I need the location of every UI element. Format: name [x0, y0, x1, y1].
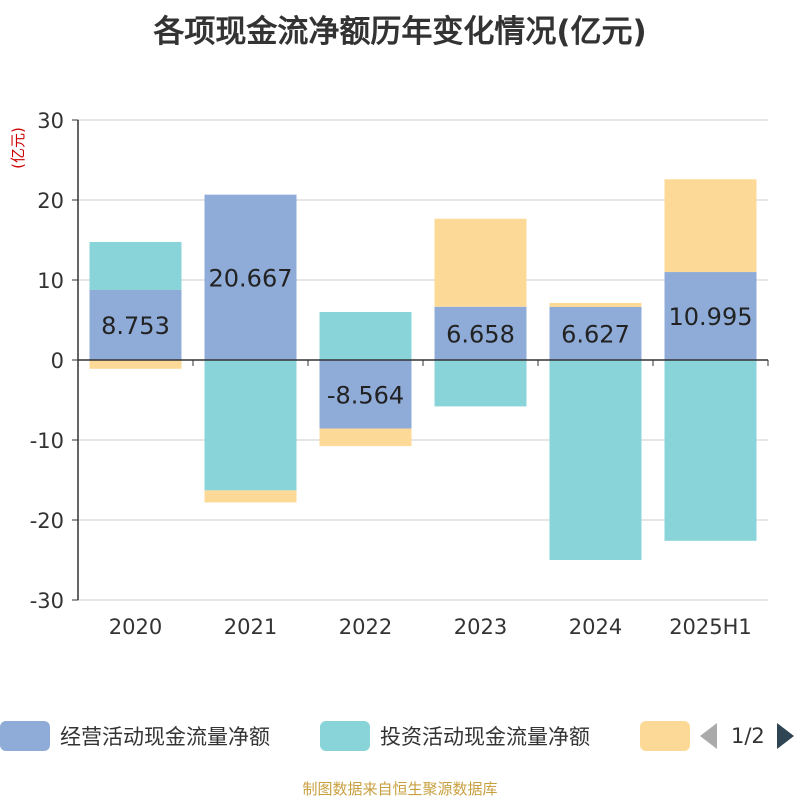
- data-label: 10.995: [669, 303, 753, 331]
- data-labels: 8.753 20.667 -8.564 6.658 6.627 10.995: [101, 264, 752, 409]
- bars: [89, 179, 757, 560]
- y-tick-label: -30: [30, 589, 64, 613]
- y-tick-label: -10: [30, 429, 64, 453]
- legend-item[interactable]: [640, 716, 690, 756]
- x-tick-label: 2025H1: [669, 615, 752, 639]
- y-tick-label: 30: [37, 109, 64, 133]
- axes: 30 20 10 0 -10 -20 -30 (亿元) 2020 2021 2022 2023 2024…: [9, 109, 769, 639]
- legend-swatch: [640, 721, 690, 751]
- legend-swatch: [0, 721, 50, 751]
- bar-segment: [434, 218, 527, 307]
- x-tick-label: 2022: [339, 615, 392, 639]
- chart-title: 各项现金流净额历年变化情况(亿元): [153, 14, 647, 50]
- grid-lines: [78, 119, 768, 601]
- y-tick-label: -20: [30, 509, 64, 533]
- bar-segment: [319, 360, 412, 429]
- bar-segment: [204, 360, 297, 491]
- bar-segment: [549, 360, 642, 560]
- pager-prev-icon[interactable]: [700, 723, 717, 749]
- bar-segment: [89, 360, 182, 369]
- bar-segment: [434, 360, 527, 407]
- y-tick-label: 10: [37, 269, 64, 293]
- pager-next-icon[interactable]: [776, 723, 794, 749]
- bar-segment: [664, 272, 757, 360]
- legend-label: 投资活动现金流量净额: [380, 725, 590, 749]
- bar-segment: [549, 302, 642, 307]
- x-tick-label: 2021: [224, 615, 277, 639]
- x-tick-label: 2020: [109, 615, 162, 639]
- data-label: -8.564: [327, 381, 404, 409]
- y-tick-label: 0: [51, 349, 64, 373]
- legend-item[interactable]: 投资活动现金流量净额: [320, 716, 590, 756]
- bar-segment: [319, 428, 412, 447]
- bar-segment: [89, 241, 182, 290]
- bar-segment: [434, 306, 527, 360]
- bar-segment: [204, 194, 297, 360]
- x-tick-label: 2024: [569, 615, 622, 639]
- data-label: 20.667: [209, 264, 293, 292]
- bar-segment: [204, 490, 297, 503]
- legend: 1/2 经营活动现金流量净额 投资活动现金流量净额: [0, 716, 800, 756]
- pager-text: 1/2: [731, 724, 765, 748]
- bar-segment: [664, 179, 757, 273]
- bar-segment: [664, 360, 757, 541]
- bar-segment: [319, 312, 412, 360]
- data-label: 6.658: [446, 320, 515, 348]
- source-note: 制图数据来自恒生聚源数据库: [302, 780, 498, 798]
- bar-chart: 30 20 10 0 -10 -20 -30 (亿元) 2020 2021 2022 2023 2024…: [9, 109, 769, 639]
- y-tick-label: 20: [37, 189, 64, 213]
- bar-segment: [89, 289, 182, 360]
- legend-label: 经营活动现金流量净额: [60, 725, 270, 749]
- data-label: 6.627: [561, 320, 630, 348]
- bar-segment: [549, 306, 642, 360]
- y-axis-label: (亿元): [9, 127, 27, 169]
- data-label: 8.753: [101, 312, 170, 340]
- legend-pager: 1/2: [700, 716, 794, 756]
- x-tick-label: 2023: [454, 615, 507, 639]
- legend-item[interactable]: 经营活动现金流量净额: [0, 716, 270, 756]
- legend-swatch: [320, 721, 370, 751]
